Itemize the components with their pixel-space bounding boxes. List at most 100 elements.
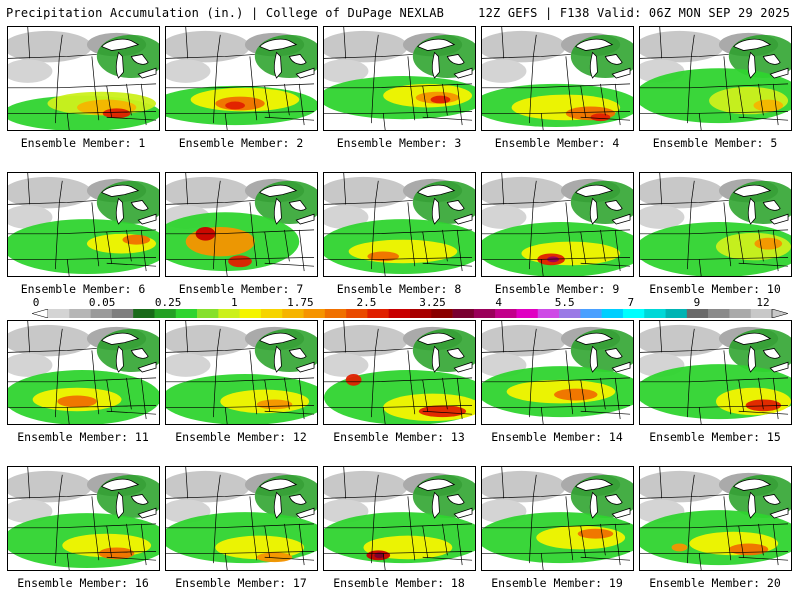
scale-tick-label: 0 bbox=[32, 296, 40, 309]
precip-map bbox=[166, 467, 317, 570]
precip-map bbox=[482, 27, 633, 130]
ensemble-member-map-11 bbox=[7, 320, 160, 425]
scale-tick-label: 1.75 bbox=[287, 296, 314, 309]
ensemble-member-label: Ensemble Member: 2 bbox=[178, 136, 304, 150]
scale-swatch bbox=[537, 309, 560, 318]
scale-swatch bbox=[239, 309, 262, 318]
ensemble-member-map-6 bbox=[7, 172, 160, 277]
ensemble-member-map-9 bbox=[481, 172, 634, 277]
scale-swatch bbox=[559, 309, 581, 318]
color-scale: 0 0.05 0.25 1 1.75 2.5 3.25 4 5.5 7 9 12 bbox=[32, 296, 788, 320]
ensemble-member-map-13 bbox=[323, 320, 476, 425]
scale-swatch bbox=[197, 309, 219, 318]
ensemble-member-label: Ensemble Member: 5 bbox=[652, 136, 778, 150]
precip-map bbox=[324, 467, 475, 570]
ensemble-member-label: Ensemble Member: 10 bbox=[649, 282, 781, 296]
ensemble-member-label: Ensemble Member: 8 bbox=[336, 282, 462, 296]
ensemble-member-map-19 bbox=[481, 466, 634, 571]
ensemble-member-label: Ensemble Member: 13 bbox=[333, 430, 465, 444]
scale-swatch bbox=[665, 309, 688, 318]
scale-swatch bbox=[367, 309, 390, 318]
ensemble-member-label: Ensemble Member: 12 bbox=[175, 430, 307, 444]
precip-map bbox=[324, 173, 475, 276]
scale-tick-label: 1 bbox=[230, 296, 238, 309]
scale-swatch bbox=[175, 309, 198, 318]
precip-map bbox=[324, 321, 475, 424]
scale-swatch bbox=[729, 309, 752, 318]
scale-swatch bbox=[388, 309, 411, 318]
ensemble-member-label: Ensemble Member: 6 bbox=[20, 282, 146, 296]
precip-map bbox=[482, 467, 633, 570]
scale-swatch bbox=[686, 309, 709, 318]
precip-map bbox=[640, 467, 791, 570]
scale-swatch bbox=[111, 309, 134, 318]
ensemble-member-map-12 bbox=[165, 320, 318, 425]
scale-tick-label: 4 bbox=[495, 296, 502, 309]
ensemble-member-map-10 bbox=[639, 172, 792, 277]
ensemble-member-label: Ensemble Member: 9 bbox=[494, 282, 620, 296]
scale-swatch bbox=[69, 309, 91, 318]
scale-right-arrow bbox=[771, 309, 788, 318]
scale-swatch bbox=[218, 309, 240, 318]
scale-swatch bbox=[90, 309, 113, 318]
ensemble-member-map-16 bbox=[7, 466, 160, 571]
ensemble-member-label: Ensemble Member: 14 bbox=[491, 430, 623, 444]
ensemble-member-map-5 bbox=[639, 26, 792, 131]
scale-swatch bbox=[644, 309, 666, 318]
ensemble-member-map-20 bbox=[639, 466, 792, 571]
ensemble-member-map-15 bbox=[639, 320, 792, 425]
ensemble-member-map-3 bbox=[323, 26, 476, 131]
ensemble-member-label: Ensemble Member: 4 bbox=[494, 136, 620, 150]
precip-map bbox=[324, 27, 475, 130]
precip-map bbox=[166, 173, 317, 276]
scale-bar bbox=[32, 309, 788, 318]
scale-swatch bbox=[260, 309, 283, 318]
scale-swatch bbox=[431, 309, 453, 318]
ensemble-member-map-18 bbox=[323, 466, 476, 571]
run-info: 12Z GEFS | F138 Valid: 06Z MON SEP 29 20… bbox=[478, 6, 790, 20]
scale-swatch bbox=[708, 309, 730, 318]
ensemble-member-label: Ensemble Member: 20 bbox=[649, 576, 781, 590]
scale-swatch bbox=[580, 309, 602, 318]
precip-map bbox=[640, 321, 791, 424]
scale-swatch bbox=[133, 309, 155, 318]
precip-map bbox=[8, 321, 159, 424]
precip-map bbox=[482, 321, 633, 424]
ensemble-member-map-14 bbox=[481, 320, 634, 425]
ensemble-member-label: Ensemble Member: 7 bbox=[178, 282, 304, 296]
map-title: Precipitation Accumulation (in.) | Colle… bbox=[6, 6, 445, 20]
ensemble-member-map-2 bbox=[165, 26, 318, 131]
ensemble-member-map-17 bbox=[165, 466, 318, 571]
scale-left-arrow bbox=[32, 309, 49, 318]
scale-tick-label: 12 bbox=[756, 296, 770, 309]
scale-swatch bbox=[601, 309, 624, 318]
scale-swatch bbox=[495, 309, 517, 318]
ensemble-member-label: Ensemble Member: 18 bbox=[333, 576, 465, 590]
scale-tick-label: 0.25 bbox=[154, 296, 182, 309]
ensemble-member-label: Ensemble Member: 11 bbox=[17, 430, 149, 444]
ensemble-member-map-8 bbox=[323, 172, 476, 277]
scale-swatch bbox=[622, 309, 645, 318]
precip-map bbox=[8, 27, 159, 130]
scale-swatch bbox=[750, 309, 773, 318]
scale-swatch bbox=[473, 309, 496, 318]
scale-swatch bbox=[282, 309, 304, 318]
precip-map bbox=[166, 27, 317, 130]
scale-tick-label: 5.5 bbox=[554, 296, 575, 309]
scale-tick-label: 2.5 bbox=[356, 296, 377, 309]
precip-map bbox=[482, 173, 633, 276]
ensemble-member-map-7 bbox=[165, 172, 318, 277]
ensemble-member-map-4 bbox=[481, 26, 634, 131]
precip-map bbox=[8, 173, 159, 276]
scale-swatch bbox=[324, 309, 347, 318]
scale-swatch bbox=[48, 309, 70, 318]
scale-swatch bbox=[303, 309, 326, 318]
precip-map bbox=[640, 173, 791, 276]
precip-map bbox=[166, 321, 317, 424]
ensemble-member-label: Ensemble Member: 1 bbox=[20, 136, 146, 150]
scale-tick-label: 7 bbox=[627, 296, 635, 309]
ensemble-member-label: Ensemble Member: 16 bbox=[17, 576, 149, 590]
ensemble-member-label: Ensemble Member: 15 bbox=[649, 430, 781, 444]
ensemble-member-label: Ensemble Member: 17 bbox=[175, 576, 307, 590]
scale-swatch bbox=[410, 309, 432, 318]
